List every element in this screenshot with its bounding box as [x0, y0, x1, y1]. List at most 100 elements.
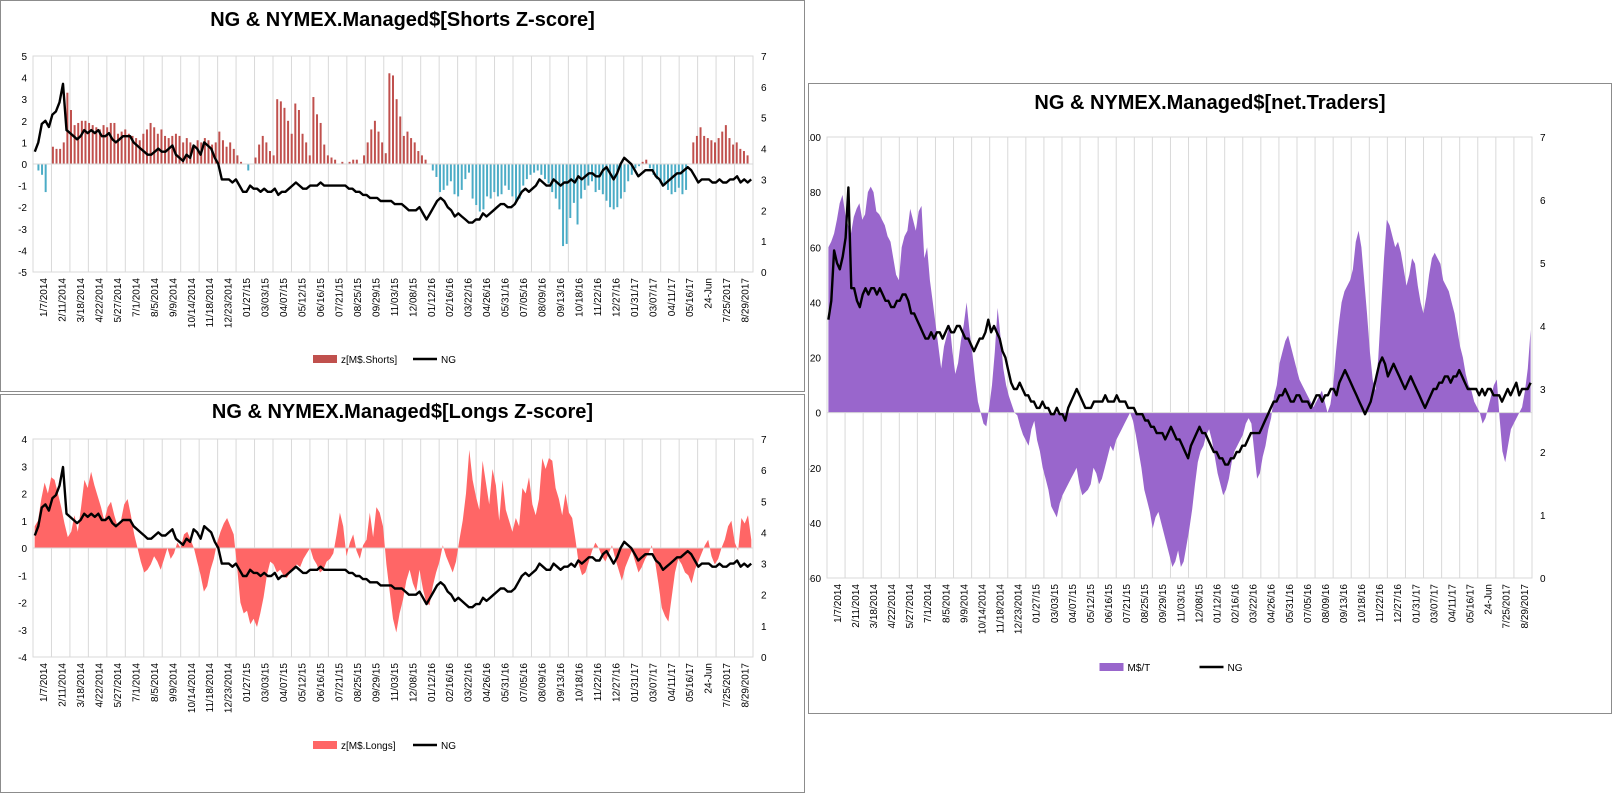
bar: [37, 164, 40, 171]
bar: [402, 135, 405, 164]
bar: [131, 135, 134, 164]
bar: [167, 138, 170, 164]
legend: z[M$.Shorts] NG: [313, 355, 456, 366]
bar: [109, 122, 112, 164]
bar: [392, 75, 394, 164]
bar: [692, 142, 695, 164]
series-area: [828, 186, 1531, 567]
x-tick-label: 07/21/15: [334, 278, 345, 317]
bar: [623, 164, 626, 193]
bar: [196, 140, 199, 164]
bar: [330, 157, 333, 164]
bar: [728, 138, 731, 164]
bar: [710, 140, 713, 164]
bar: [471, 164, 474, 199]
bar: [102, 125, 105, 164]
bar: [493, 164, 496, 193]
x-tick-label: 9/9/2014: [959, 584, 970, 623]
x-tick-label: 04/26/16: [482, 663, 493, 702]
ng-line: [827, 186, 1532, 466]
x-tick-label: 5/27/2014: [113, 278, 124, 323]
bar: [355, 159, 358, 164]
bar: [648, 164, 651, 169]
bar: [211, 144, 214, 164]
x-tick-label: 04/07/15: [279, 663, 290, 702]
bar: [69, 110, 72, 164]
bar: [486, 164, 489, 197]
x-tick-label: 8/29/2017: [741, 278, 752, 323]
bar: [370, 129, 373, 164]
left-tick-label: -60: [809, 574, 821, 585]
x-tick-label: 11/03/15: [1176, 584, 1187, 623]
bar: [666, 164, 669, 190]
x-tick-label: 11/18/2014: [205, 663, 216, 713]
ng-line: [33, 82, 752, 224]
x-tick-label: 10/14/2014: [977, 584, 988, 634]
bar: [153, 127, 156, 164]
ng-line: [33, 465, 752, 609]
bar: [279, 101, 282, 164]
right-axis: 0 1 2 3 4 5 6 7: [761, 435, 767, 664]
bar: [580, 164, 583, 199]
x-tick-label: 01/31/17: [630, 663, 641, 702]
x-tick-label: 10/18/16: [574, 278, 585, 317]
bar: [268, 151, 271, 164]
bar: [120, 131, 123, 164]
bar: [352, 159, 355, 164]
x-tick-label: 02/16/16: [445, 663, 456, 702]
x-tick-label: 03/22/16: [1249, 584, 1260, 623]
bar: [334, 159, 337, 164]
x-tick-label: 11/22/16: [1375, 584, 1386, 623]
bar: [630, 164, 633, 175]
bar: [73, 125, 76, 164]
bar: [171, 135, 174, 164]
left-axis: -5 -4 -3 -2 -1 0 1 2 3 4 5: [18, 52, 27, 279]
x-tick-label: 5/27/2014: [113, 663, 124, 708]
bar: [677, 164, 680, 188]
right-tick-label: 6: [1540, 196, 1546, 207]
bar: [214, 142, 217, 164]
bar: [113, 122, 116, 164]
x-tick-label: 04/11/17: [667, 663, 678, 702]
x-tick-label: 2/11/2014: [851, 584, 862, 628]
right-tick-label: 7: [1540, 133, 1546, 144]
bar: [91, 125, 94, 164]
x-tick-label: 11/03/15: [390, 278, 401, 317]
left-tick-label: 1: [21, 138, 27, 149]
bar: [218, 131, 221, 164]
bar: [717, 138, 720, 164]
right-tick-label: 5: [761, 497, 767, 508]
x-tick-label: 07/05/16: [519, 278, 530, 317]
bar: [533, 164, 536, 173]
bar: [62, 142, 65, 164]
legend-label: NG: [441, 741, 456, 752]
x-tick-label: 07/05/16: [519, 663, 530, 702]
x-tick-label: 24-Jun: [704, 278, 715, 309]
left-tick-label: -20: [809, 464, 821, 475]
x-tick-label: 04/07/15: [279, 278, 290, 317]
bar: [297, 110, 300, 164]
bar: [388, 73, 391, 164]
bar: [656, 164, 659, 180]
x-tick-label: 02/16/16: [445, 278, 456, 317]
bar: [565, 164, 568, 244]
bar: [149, 122, 152, 164]
bar: [381, 142, 384, 164]
bar: [363, 155, 366, 164]
x-tick-label: 24-Jun: [704, 663, 715, 694]
bar: [417, 151, 420, 164]
x-tick-label: 07/21/15: [334, 663, 345, 702]
legend: z[M$.Longs] NG: [313, 741, 456, 752]
x-tick-label: 10/18/16: [574, 663, 585, 702]
bar: [366, 142, 369, 164]
x-tick-label: 12/27/16: [611, 663, 622, 702]
x-tick-label: 08/09/16: [538, 663, 549, 702]
bar: [203, 138, 206, 164]
bar: [551, 164, 554, 193]
left-tick-label: 4: [21, 74, 27, 85]
bar: [507, 164, 510, 190]
right-tick-label: 0: [1540, 574, 1546, 585]
x-tick-label: 12/23/2014: [1014, 584, 1025, 634]
bar: [634, 164, 637, 169]
x-tick-label: 2/11/2014: [58, 663, 69, 707]
